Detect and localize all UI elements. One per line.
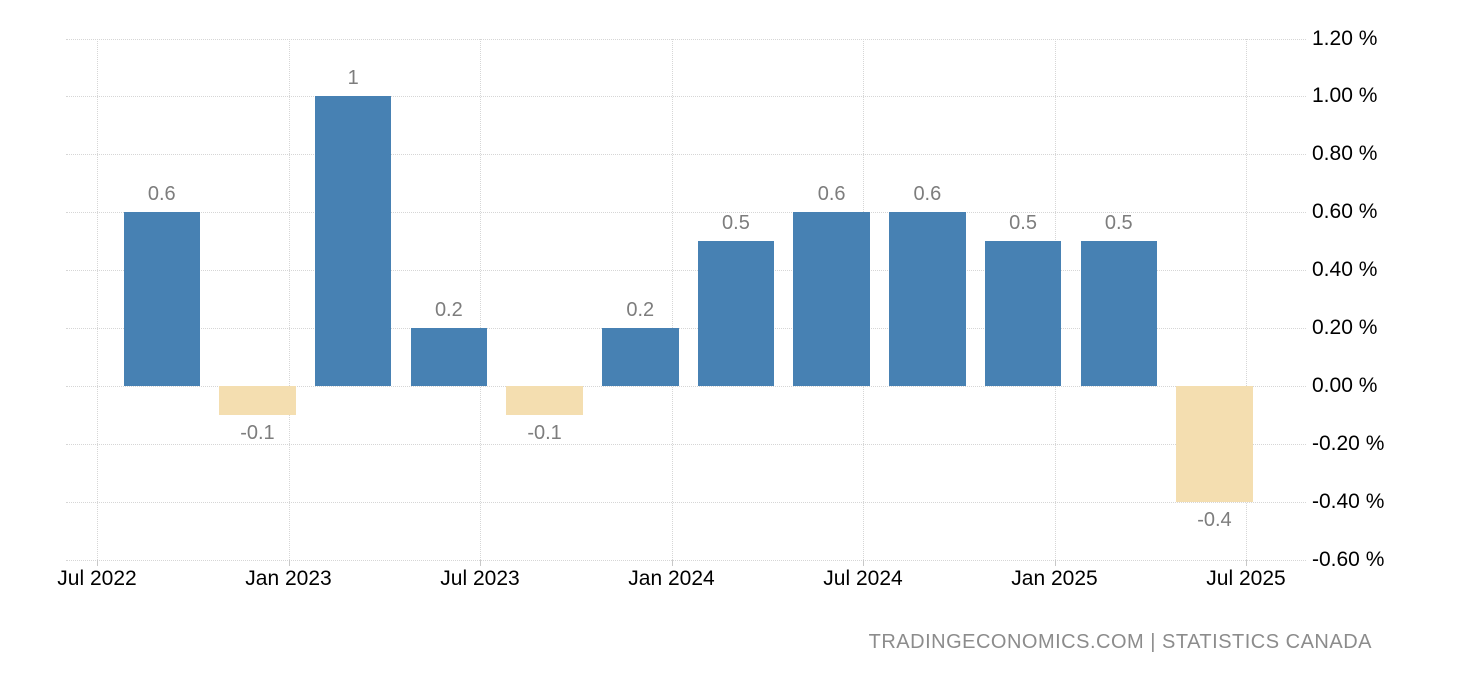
bar[interactable] bbox=[1080, 241, 1157, 386]
bar-value-label: -0.1 bbox=[240, 421, 275, 444]
bar[interactable] bbox=[697, 241, 775, 386]
h-gridline bbox=[66, 38, 1306, 40]
bar[interactable] bbox=[219, 385, 296, 415]
v-gridline bbox=[97, 38, 98, 560]
v-gridline bbox=[288, 38, 290, 560]
attribution-text: TRADINGECONOMICS.COM | STATISTICS CANADA bbox=[868, 631, 1372, 653]
bar-value-label: -0.1 bbox=[527, 421, 562, 444]
x-axis-tick bbox=[480, 559, 481, 566]
x-axis-tick bbox=[97, 559, 98, 566]
bar-value-label: 0.6 bbox=[147, 183, 176, 206]
bar-value-label: 1 bbox=[347, 67, 359, 90]
bar-value-label: 0.5 bbox=[1009, 212, 1037, 235]
h-gridline bbox=[66, 559, 1306, 561]
x-axis-tick bbox=[863, 559, 864, 566]
y-axis-tick-label: 0.40 % bbox=[1312, 258, 1378, 282]
x-axis-tick bbox=[1246, 559, 1247, 566]
bar-value-label: 0.2 bbox=[434, 298, 463, 321]
bar[interactable] bbox=[410, 327, 488, 386]
x-axis-tick-label: Jan 2024 bbox=[628, 567, 715, 590]
bar-value-label: 0.6 bbox=[817, 183, 846, 206]
h-gridline bbox=[66, 443, 1306, 445]
bar-value-label: 0.5 bbox=[722, 212, 750, 235]
bar[interactable] bbox=[889, 212, 966, 386]
h-gridline bbox=[66, 96, 1306, 98]
bar-value-label: 0.6 bbox=[913, 183, 942, 206]
h-gridline bbox=[66, 212, 1306, 214]
bar-value-label: 0.2 bbox=[626, 298, 655, 321]
y-axis-tick-label: 0.00 % bbox=[1312, 373, 1378, 397]
h-gridline bbox=[66, 154, 1306, 156]
x-axis-tick bbox=[288, 559, 290, 566]
bar-value-label: -0.4 bbox=[1197, 508, 1232, 531]
x-axis-tick-label: Jul 2025 bbox=[1206, 567, 1286, 590]
x-axis-tick bbox=[1054, 559, 1056, 566]
y-axis-tick-label: 0.80 % bbox=[1312, 142, 1378, 166]
y-axis-tick-label: 0.60 % bbox=[1312, 200, 1378, 224]
y-axis-tick-label: 1.00 % bbox=[1312, 84, 1378, 108]
h-gridline bbox=[66, 501, 1306, 503]
x-axis-tick-label: Jan 2025 bbox=[1011, 567, 1098, 590]
v-gridline bbox=[1246, 38, 1247, 560]
y-axis-tick-label: 1.20 % bbox=[1312, 26, 1378, 50]
v-gridline bbox=[671, 38, 673, 560]
bar[interactable] bbox=[793, 212, 870, 386]
bar-value-label: 0.5 bbox=[1104, 212, 1133, 235]
y-axis-tick-label: -0.20 % bbox=[1312, 431, 1385, 455]
v-gridline bbox=[480, 38, 481, 560]
bar[interactable] bbox=[602, 327, 679, 386]
h-gridline bbox=[66, 327, 1306, 329]
y-axis-tick-label: -0.60 % bbox=[1312, 547, 1385, 571]
y-axis-tick-label: -0.40 % bbox=[1312, 489, 1385, 513]
bar[interactable] bbox=[984, 241, 1062, 386]
bar[interactable] bbox=[506, 385, 583, 415]
x-axis-tick bbox=[671, 559, 673, 566]
h-gridline bbox=[66, 385, 1306, 387]
y-axis-tick-label: 0.20 % bbox=[1312, 315, 1378, 339]
x-axis-tick-label: Jan 2023 bbox=[245, 567, 332, 590]
h-gridline bbox=[66, 270, 1306, 272]
x-axis-tick-label: Jul 2022 bbox=[57, 567, 137, 590]
bar[interactable] bbox=[314, 96, 392, 386]
bar[interactable] bbox=[1176, 385, 1253, 502]
x-axis-tick-label: Jul 2023 bbox=[440, 567, 520, 590]
x-axis-tick-label: Jul 2024 bbox=[823, 567, 903, 590]
bar[interactable] bbox=[123, 212, 200, 386]
